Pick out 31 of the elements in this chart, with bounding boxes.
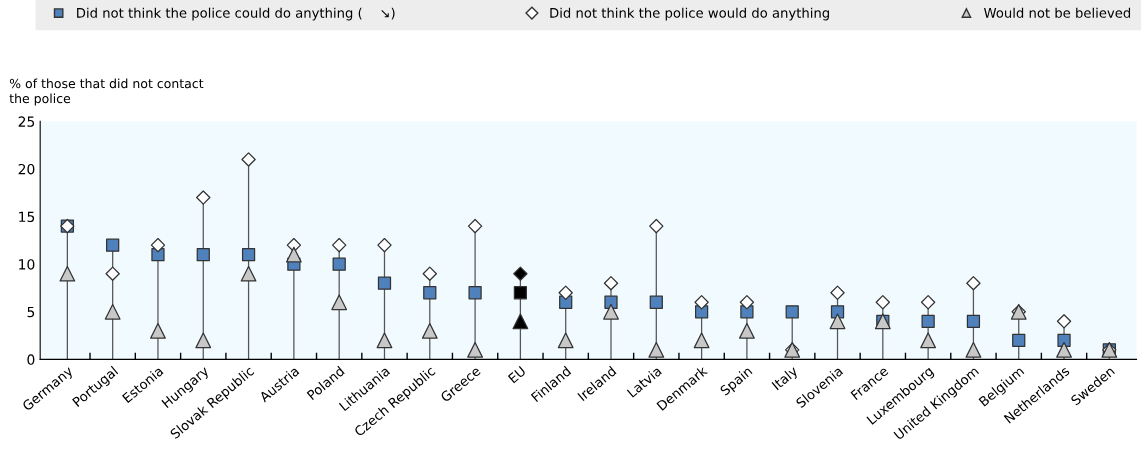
point [920,332,937,349]
legend-label: Did not think the police would do anything [550,7,829,21]
point [557,332,574,349]
point [285,246,302,263]
point [1056,341,1072,358]
point [965,341,982,358]
y-axis-title: % of those that did not contact the police [9,78,204,106]
point [376,332,393,349]
point [421,322,438,339]
point [331,294,348,311]
point [512,313,529,330]
x-tick-label: EU [507,365,527,384]
y-tick-label: 20 [18,163,35,175]
point [648,341,665,358]
y-tick-label: 25 [18,116,35,127]
point [195,332,212,349]
point [240,265,257,282]
legend-label: Did not think the police could do anything ( ↘) [77,7,395,21]
point [150,322,166,339]
point [59,265,76,282]
point [829,313,846,330]
y-tick-label: 15 [19,211,35,223]
point [104,303,121,320]
point [693,332,710,349]
point [739,322,755,339]
y-tick-label: 5 [27,306,35,318]
y-tick-label: 0 [27,354,35,365]
legend-label: Would not be believed [984,7,1131,18]
y-tick-label: 10 [19,259,35,270]
point [467,341,484,358]
point [603,303,619,320]
